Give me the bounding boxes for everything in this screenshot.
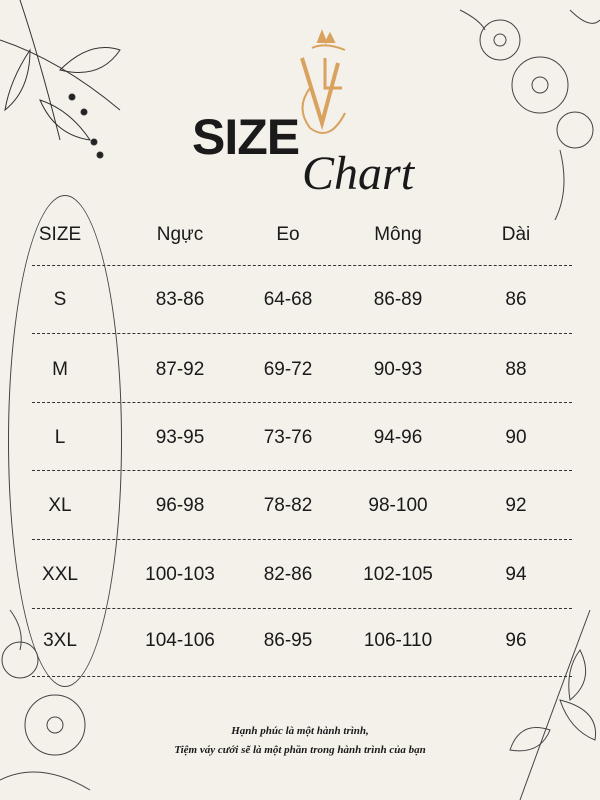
- cell-dai: 94: [505, 564, 527, 585]
- row-divider: [32, 333, 572, 334]
- cell-nguc: 104-106: [145, 630, 215, 651]
- header-size: SIZE: [38, 224, 82, 245]
- cell-nguc: 100-103: [145, 564, 215, 585]
- floral-bottom-left-decoration: [0, 609, 91, 791]
- cell-eo: 86-95: [263, 630, 313, 651]
- row-divider: [32, 539, 572, 540]
- cell-size: 3XL: [43, 630, 77, 651]
- cell-dai: 92: [505, 495, 527, 516]
- cell-nguc: 83-86: [155, 289, 205, 310]
- cell-dai: 96: [505, 630, 527, 651]
- header-eo: Eo: [276, 224, 300, 245]
- row-divider: [32, 265, 572, 266]
- cell-mong: 102-105: [363, 564, 433, 585]
- title-chart: Chart: [302, 147, 415, 200]
- cell-size: M: [52, 359, 68, 380]
- row-divider: [32, 402, 572, 403]
- floral-top-left-decoration: [0, 0, 121, 159]
- cell-mong: 90-93: [373, 359, 423, 380]
- floral-bottom-right-decoration: [509, 609, 597, 800]
- header-mong: Mông: [374, 224, 422, 245]
- header-dai: Dài: [501, 224, 531, 245]
- footer-line-2: Tiệm váy cưới sẽ là một phần trong hành …: [174, 744, 426, 756]
- row-divider: [32, 608, 572, 609]
- cell-size: XXL: [42, 564, 78, 585]
- cell-size: S: [53, 289, 67, 310]
- row-divider: [32, 676, 572, 677]
- brand-logo: [300, 29, 346, 134]
- header-nguc: Ngực: [156, 224, 204, 245]
- cell-eo: 73-76: [263, 427, 313, 448]
- cell-eo: 64-68: [263, 289, 313, 310]
- cell-dai: 88: [505, 359, 527, 380]
- cell-nguc: 93-95: [155, 427, 205, 448]
- cell-mong: 98-100: [368, 495, 428, 516]
- cell-eo: 69-72: [263, 359, 313, 380]
- cell-nguc: 96-98: [155, 495, 205, 516]
- cell-size: XL: [48, 495, 72, 516]
- cell-dai: 90: [505, 427, 527, 448]
- cell-mong: 94-96: [373, 427, 423, 448]
- row-divider: [32, 470, 572, 471]
- title-size: SIZE: [192, 109, 300, 165]
- footer-line-1: Hạnh phúc là một hành trình,: [231, 725, 369, 737]
- cell-mong: 86-89: [373, 289, 423, 310]
- cell-eo: 82-86: [263, 564, 313, 585]
- cell-nguc: 87-92: [155, 359, 205, 380]
- cell-size: L: [54, 427, 66, 448]
- cell-mong: 106-110: [363, 630, 433, 651]
- cell-dai: 86: [505, 289, 527, 310]
- cell-eo: 78-82: [263, 495, 313, 516]
- floral-top-right-decoration: [459, 9, 600, 220]
- size-column-oval: [8, 195, 122, 687]
